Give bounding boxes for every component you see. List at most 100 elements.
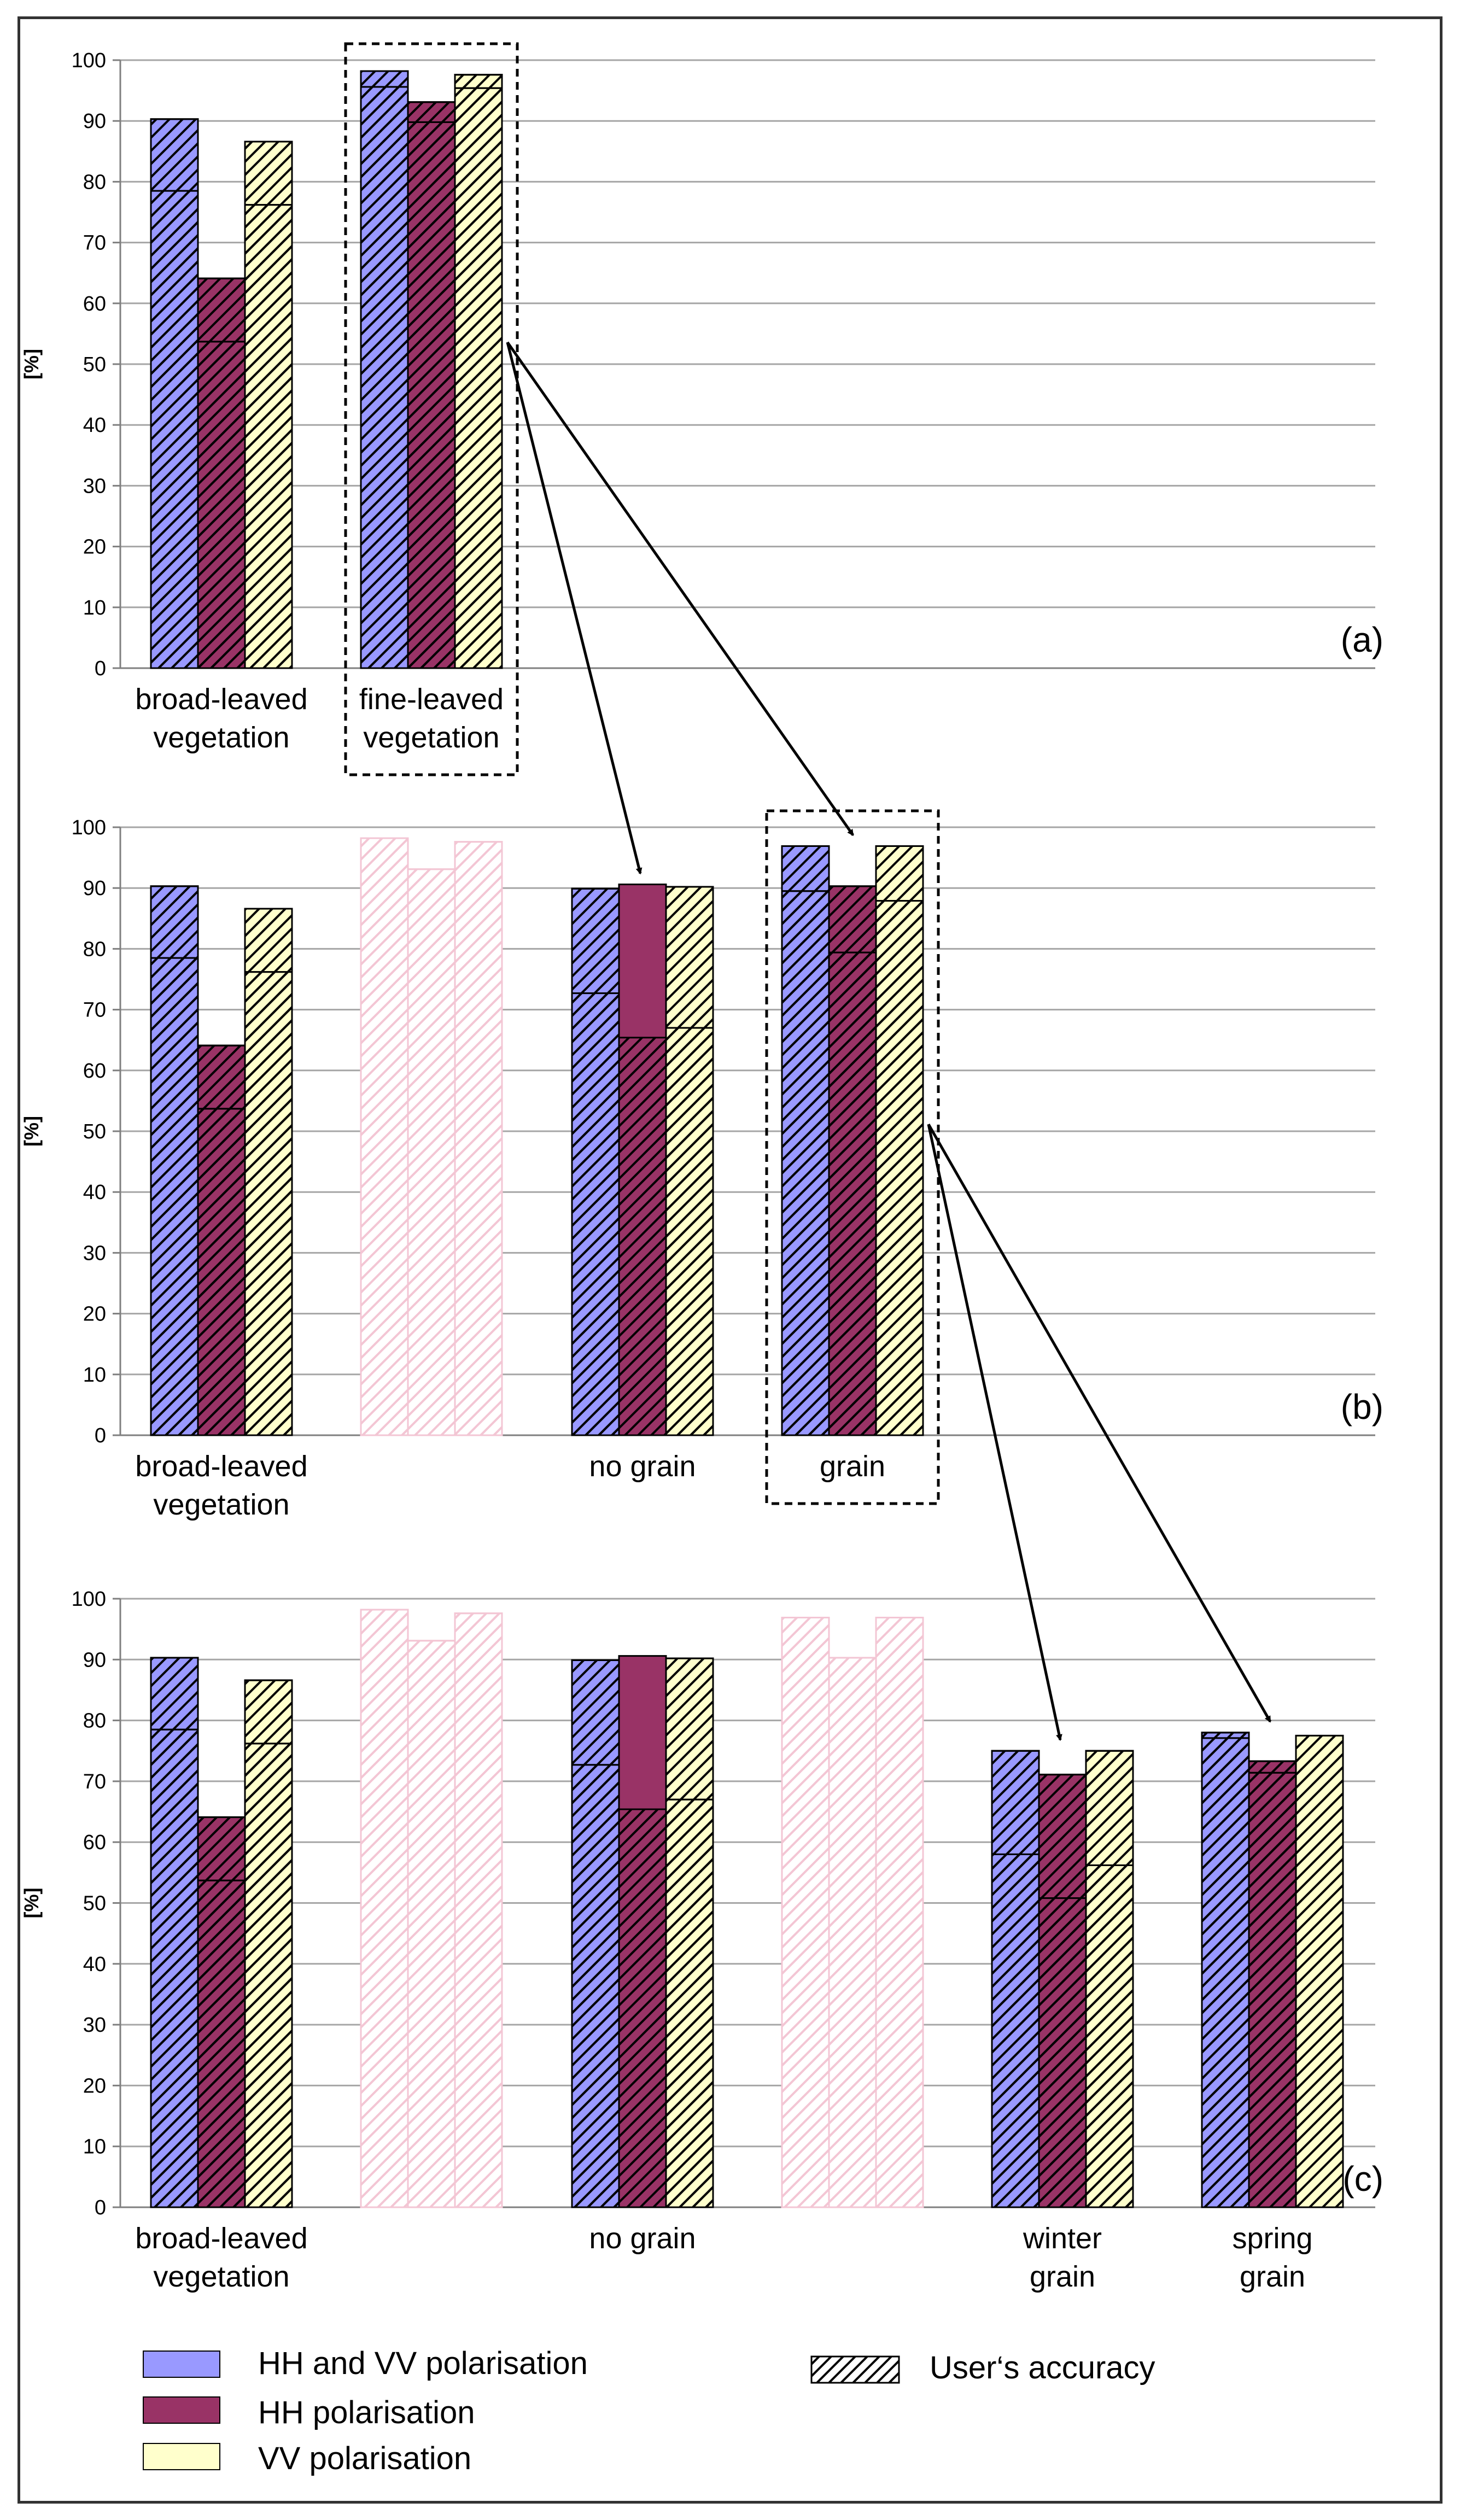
bar-producer-hh [197, 1108, 246, 1436]
bar-users-accuracy-hh [618, 1037, 667, 1436]
bar-outline-hh [197, 277, 246, 343]
category-label: vegetation [153, 1488, 289, 1521]
legend-swatch-vv [143, 2443, 220, 2470]
bar-users-accuracy-hh_vv [360, 1609, 409, 2208]
bar-users-accuracy-hh [618, 1808, 667, 2208]
category-label: vegetation [363, 721, 499, 754]
zoom-arrows [506, 341, 1272, 1741]
bar-users-accuracy-hh_vv [360, 837, 409, 1436]
y-axis-label: [%] [20, 1116, 43, 1147]
bar-outline-hh_vv [571, 887, 620, 995]
y-tick-label: 20 [83, 536, 106, 559]
chart-panel-c: 0 10 20 30 40 50 60 70 80 90 100 [%] broad-leaved veg… [20, 1588, 1383, 2293]
y-tick-label: 40 [83, 1953, 106, 1976]
bar-group [1201, 1732, 1344, 2208]
y-tick-label: 70 [83, 999, 106, 1022]
bar-group [571, 884, 714, 1436]
y-tick-label: 100 [72, 816, 106, 839]
bar-outline-hh [197, 1044, 246, 1110]
bar-group [360, 70, 503, 669]
y-tick-label: 0 [95, 657, 106, 680]
bar-group [150, 118, 293, 669]
category-label: vegetation [153, 721, 289, 754]
bar-outline-hh_vv [1201, 1732, 1250, 1739]
bar-producer-hh_vv [1201, 1737, 1250, 2208]
bar-producer-vv [454, 87, 503, 669]
legend-swatch-users-accuracy [810, 2355, 900, 2384]
bar-outline-vv [1085, 1750, 1134, 1866]
bar-outline-vv [244, 141, 293, 206]
y-tick-label: 40 [83, 1181, 106, 1204]
y-tick-label: 90 [83, 1648, 106, 1671]
bar-producer-hh_vv [150, 1728, 199, 2208]
bar-group [150, 885, 293, 1436]
category-label: broad-leaved [135, 683, 307, 716]
bar-outline-vv [875, 845, 924, 902]
y-tick-label: 10 [83, 2136, 106, 2159]
bar-producer-vv [1085, 1864, 1134, 2208]
bar-producer-vv [875, 900, 924, 1436]
bar-group [781, 1617, 924, 2208]
bar-outline-vv [665, 886, 714, 1029]
bar-outline-hh_vv [571, 1659, 620, 1766]
highlight-box [344, 42, 519, 776]
y-axis-label: [%] [20, 349, 43, 379]
bar-outline-hh [1038, 1774, 1087, 1899]
zoom-arrow [506, 341, 855, 837]
bar-users-accuracy-hh [407, 1640, 456, 2208]
y-tick-label: 0 [95, 2196, 106, 2219]
y-tick-label: 100 [72, 49, 106, 72]
zoom-arrow [506, 342, 643, 875]
category-label: grain [1240, 2260, 1305, 2293]
bar-outline-vv [454, 74, 503, 89]
y-tick-label: 20 [83, 2074, 106, 2097]
bar-users-accuracy-hh_vv [781, 1617, 830, 2208]
legend-label-hh-vv: HH and VV polarisation [258, 2346, 588, 2381]
category-label: fine-leaved [359, 683, 504, 716]
bar-producer-vv [244, 204, 293, 669]
y-tick-label: 80 [83, 171, 106, 194]
bar-producer-hh_vv [360, 86, 409, 669]
category-label: no grain [589, 1450, 696, 1483]
y-axis-label: [%] [20, 1888, 43, 1919]
bar-producer-hh_vv [571, 1764, 620, 2208]
y-tick-label: 70 [83, 232, 106, 255]
bar-outline-hh_vv [360, 70, 409, 88]
y-tick-label: 100 [72, 1588, 106, 1611]
panel-label: (c) [1342, 2159, 1383, 2199]
bar-users-accuracy-vv [454, 841, 503, 1436]
bar-producer-hh_vv [571, 992, 620, 1436]
legend-label-vv: VV polarisation [258, 2441, 471, 2476]
bar-producer-hh_vv [991, 1853, 1040, 2208]
highlight-box [765, 809, 940, 1505]
y-tick-label: 90 [83, 877, 106, 900]
y-tick-label: 10 [83, 597, 106, 619]
legend-label-users-accuracy: User‘s accuracy [930, 2350, 1155, 2385]
bar-outline-hh [407, 101, 456, 123]
chart-panel-a: 0 10 20 30 40 50 60 70 80 90 100 [%] broad-leaved veg… [20, 42, 1383, 776]
bar-producer-hh_vv [150, 190, 199, 669]
panel-label: (a) [1341, 620, 1383, 659]
bar-group [360, 837, 503, 1436]
y-tick-label: 40 [83, 414, 106, 437]
y-tick-label: 80 [83, 938, 106, 961]
category-label: broad-leaved [135, 1450, 307, 1483]
bar-users-accuracy-hh [828, 1657, 877, 2208]
y-tick-label: 20 [83, 1303, 106, 1326]
legend: HH and VV polarisation HH polarisation V… [143, 2346, 1155, 2476]
legend-swatch-hh-vv [143, 2351, 220, 2378]
bar-group [150, 1657, 293, 2208]
chart-panel-b: 0 10 20 30 40 50 60 70 80 90 100 [%] broad-leaved veg… [20, 809, 1383, 1521]
y-tick-label: 60 [83, 293, 106, 315]
bar-producer-hh [828, 951, 877, 1436]
category-label: grain [820, 1450, 885, 1483]
bar-producer-vv [665, 1027, 714, 1436]
bar-outline-hh_vv [150, 885, 199, 959]
bar-outline-hh [828, 885, 877, 954]
panel-label: (b) [1341, 1387, 1383, 1426]
bar-outline-hh [1248, 1760, 1297, 1774]
y-tick-label: 30 [83, 475, 106, 498]
bar-outline-hh [197, 1816, 246, 1881]
y-tick-label: 50 [83, 1120, 106, 1143]
y-tick-label: 60 [83, 1831, 106, 1854]
